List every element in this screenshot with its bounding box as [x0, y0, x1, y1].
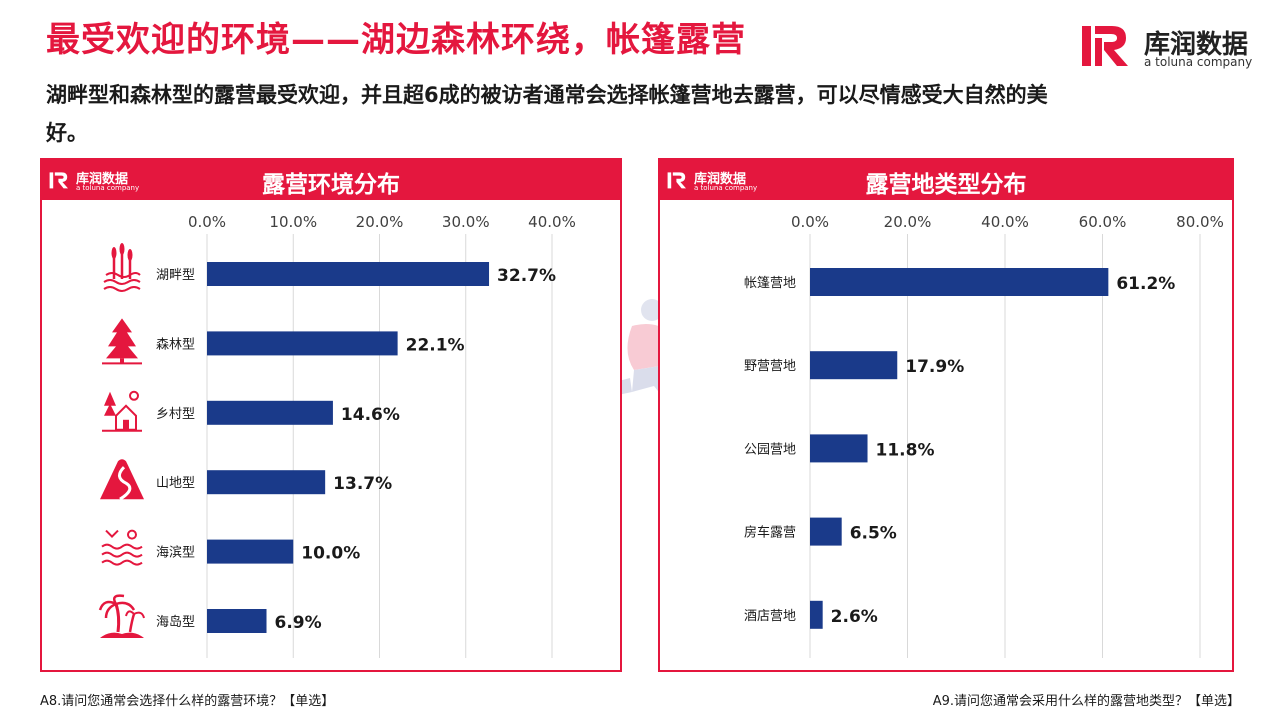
- category-label: 海滨型: [156, 545, 195, 561]
- x-tick-label: 30.0%: [442, 213, 490, 231]
- category-label: 山地型: [156, 476, 195, 491]
- bar: [810, 600, 823, 629]
- seaside-waves-icon: [101, 529, 143, 566]
- forest-trees-icon: [102, 318, 142, 365]
- bar-value-label: 61.2%: [1116, 274, 1175, 294]
- mini-logo-mark-icon: [667, 172, 686, 189]
- bar: [207, 262, 490, 286]
- x-tick-label: 40.0%: [528, 213, 576, 231]
- bar-value-label: 17.9%: [905, 357, 964, 377]
- x-tick-label: 80.0%: [1176, 213, 1224, 231]
- environment-bar-chart: 0.0% 10.0% 20.0% 30.0% 40.0% 32.7% 湖畔型 22.1% 森林型…: [98, 213, 576, 658]
- x-tick-label: 40.0%: [981, 213, 1029, 231]
- x-tick-label: 60.0%: [1079, 213, 1127, 231]
- footnote-left: A8.请问您通常会选择什么样的露营环境？【单选】: [40, 694, 335, 709]
- lake-reeds-icon: [103, 243, 141, 292]
- x-tick-label: 10.0%: [269, 213, 317, 231]
- bar-value-label: 10.0%: [301, 544, 360, 564]
- bar-value-label: 6.9%: [275, 613, 322, 633]
- panel-brand-en: a toluna company: [76, 184, 140, 192]
- bar: [207, 470, 326, 495]
- category-label: 房车露营: [744, 525, 796, 541]
- bar-value-label: 13.7%: [333, 474, 392, 494]
- category-label: 湖畔型: [156, 268, 195, 283]
- panel-brand-en: a toluna company: [694, 184, 758, 192]
- bar-value-label: 32.7%: [497, 266, 556, 286]
- mini-logo-mark-icon: [49, 172, 68, 189]
- bar-value-label: 14.6%: [341, 405, 400, 425]
- bar: [810, 268, 1109, 296]
- category-label: 野营营地: [744, 359, 796, 374]
- category-label: 酒店营地: [744, 609, 796, 624]
- brand-logo: 库润数据 a toluna company: [1078, 22, 1268, 72]
- campsite-type-chart-header: 库润数据 a toluna company 露营地类型分布: [660, 160, 1232, 200]
- village-house-icon: [102, 390, 142, 432]
- bar-value-label: 22.1%: [406, 335, 465, 355]
- bar: [207, 609, 267, 633]
- category-label: 森林型: [156, 337, 195, 352]
- footnote-right: A9.请问您通常会采用什么样的露营地类型？【单选】: [932, 694, 1240, 709]
- campsite-type-bar-chart: 0.0% 20.0% 40.0% 60.0% 80.0% 61.2% 帐篷营地 17.9% 野营…: [744, 213, 1224, 658]
- environment-chart-panel: 库润数据 a toluna company 露营环境分布 0.0% 10.0% 20…: [40, 158, 622, 672]
- panel-brand-cn: 库润数据: [76, 172, 129, 187]
- x-tick-label: 0.0%: [791, 213, 829, 231]
- bar: [810, 351, 898, 380]
- x-tick-label: 20.0%: [884, 213, 932, 231]
- page-subtitle: 湖畔型和森林型的露营最受欢迎，并且超6成的被访者通常会选择帐篷营地去露营，可以尽…: [46, 83, 1048, 145]
- campsite-type-chart-panel: 库润数据 a toluna company 露营地类型分布 0.0% 20.0% 4…: [658, 158, 1234, 672]
- category-label: 公园营地: [744, 442, 796, 457]
- category-label: 海岛型: [156, 614, 195, 630]
- brand-name-cn: 库润数据: [1144, 30, 1249, 60]
- category-label: 乡村型: [156, 407, 195, 422]
- bar: [207, 539, 294, 564]
- bar-value-label: 6.5%: [850, 524, 897, 544]
- bar: [810, 434, 868, 463]
- brand-logo-mark-icon: [1082, 26, 1128, 66]
- bar: [207, 400, 333, 425]
- panel-brand-logo: 库润数据 a toluna company: [48, 169, 139, 195]
- page-title: 最受欢迎的环境——湖边森林环绕，帐篷露营: [46, 20, 746, 60]
- island-palm-icon: [98, 594, 145, 638]
- bar-value-label: 2.6%: [831, 607, 878, 627]
- bar: [207, 331, 398, 356]
- panel-brand-cn: 库润数据: [694, 172, 747, 187]
- bar: [810, 517, 842, 546]
- campsite-type-chart-title: 露营地类型分布: [865, 172, 1027, 198]
- bar-value-label: 11.8%: [876, 440, 935, 460]
- brand-name-en: a toluna company: [1144, 55, 1253, 69]
- x-tick-label: 0.0%: [188, 213, 226, 231]
- mountain-road-icon: [100, 459, 144, 501]
- environment-chart-title: 露营环境分布: [262, 172, 400, 198]
- x-tick-label: 20.0%: [356, 213, 404, 231]
- panel-brand-logo: 库润数据 a toluna company: [666, 169, 757, 195]
- environment-chart-header: 库润数据 a toluna company 露营环境分布: [42, 160, 620, 200]
- category-label: 帐篷营地: [744, 276, 796, 291]
